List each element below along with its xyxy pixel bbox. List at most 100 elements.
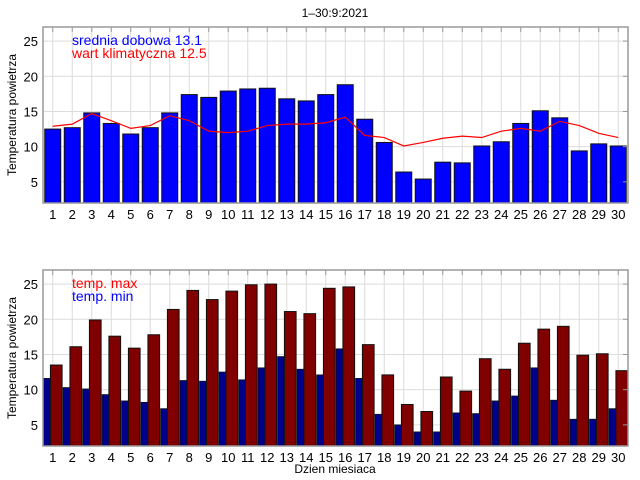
x-tick-label: 17 [358,450,372,465]
bar-srednia-dobowa [219,90,237,204]
x-tick-label: 13 [280,207,294,222]
x-tick-label: 7 [166,207,173,222]
legend-temp-max: temp. max [72,275,137,291]
x-axis-label: Dzien miesiaca [294,462,376,476]
x-tick-label: 1 [49,207,56,222]
bar-temp-min [199,380,208,447]
y-tick-label: 20 [24,312,38,327]
y-tick-label: 10 [24,383,38,398]
bar-temp-max [283,311,297,447]
bar-temp-max [361,344,375,447]
bar-temp-max [420,411,434,447]
bar-temp-max [186,289,200,447]
bar-temp-max [517,342,531,447]
x-tick-label: 16 [338,450,352,465]
bar-temp-max [166,308,180,447]
bar-temp-max [127,347,141,447]
bar-srednia-dobowa [44,128,62,204]
line-wart-klimatyczna [52,112,619,147]
x-tick-label: 15 [319,207,333,222]
y-tick-label: 10 [24,140,38,155]
bar-srednia-dobowa [83,112,101,204]
x-tick-label: 18 [377,450,391,465]
bar-temp-min [101,394,110,447]
x-tick-label: 28 [572,450,586,465]
x-tick-label: 9 [205,450,212,465]
bar-temp-max [400,403,414,447]
bar-temp-max [69,346,83,447]
x-tick-label: 13 [280,450,294,465]
bar-temp-max [439,376,453,447]
bar-temp-max [537,328,551,447]
top-chart-axes: 1 2 3 4 5 6 7 8 9 10 11 12 13 14 15 16 17 18 19 20 21 22 23 24 2… [24,26,629,222]
x-tick-label: 8 [186,450,193,465]
bar-temp-min [82,388,91,447]
bar-temp-max [498,368,512,447]
bar-temp-min [452,412,461,447]
bar-temp-max [88,319,102,447]
bottom-chart-axes: 1 2 3 4 5 6 7 8 9 10 11 12 13 14 15 16 17 18 19 20 21 22 23 24 2… [24,269,629,465]
bar-temp-min [257,367,266,447]
x-tick-label: 17 [358,207,372,222]
y-tick-label: 25 [24,34,38,49]
x-tick-label: 23 [475,450,489,465]
bar-srednia-dobowa [609,145,627,204]
bar-temp-min [296,368,305,447]
bottom-y-axis-label: Temperatura powietrza [5,297,19,419]
bar-srednia-dobowa [63,127,81,204]
bar-srednia-dobowa [180,94,198,204]
x-tick-label: 12 [260,207,274,222]
x-tick-label: 30 [611,450,625,465]
bar-srednia-dobowa [122,133,140,204]
x-tick-label: 4 [108,207,115,222]
bar-temp-max [615,370,629,447]
bar-temp-min [277,356,286,447]
axes-frame [42,269,629,447]
bar-srednia-dobowa [492,141,510,204]
y-tick-label: 15 [24,347,38,362]
bar-temp-min [160,408,169,447]
x-tick-label: 11 [241,450,255,465]
bar-srednia-dobowa [239,88,257,204]
bar-temp-min [316,374,325,447]
x-tick-label: 25 [514,207,528,222]
x-tick-label: 19 [397,450,411,465]
x-tick-label: 6 [147,450,154,465]
bar-srednia-dobowa [200,96,218,204]
y-tick-label: 5 [31,175,38,190]
bar-srednia-dobowa [278,98,296,204]
axes-frame [42,26,629,204]
bar-srednia-dobowa [453,162,471,204]
bar-temp-max [478,358,492,447]
bar-temp-min [550,399,559,447]
bar-temp-max [342,286,356,447]
bar-temp-min [433,431,442,447]
x-tick-label: 5 [127,207,134,222]
y-tick-label: 5 [31,418,38,433]
x-tick-label: 21 [436,450,450,465]
bar-temp-min [608,408,617,447]
bar-srednia-dobowa [512,122,530,204]
x-tick-label: 25 [514,450,528,465]
plot-area [43,27,628,203]
legend-wart-klimatyczna: wart klimatyczna 12.5 [71,45,207,61]
x-tick-label: 20 [416,207,430,222]
bar-temp-max [264,283,278,447]
x-tick-label: 20 [416,450,430,465]
x-tick-label: 16 [338,207,352,222]
x-tick-label: 30 [611,207,625,222]
bar-srednia-dobowa [297,100,315,204]
bar-srednia-dobowa [161,112,179,204]
x-tick-label: 3 [88,450,95,465]
bar-temp-min [374,413,383,447]
bar-temp-max [225,290,239,447]
bar-srednia-dobowa [336,84,354,204]
x-tick-label: 29 [592,207,606,222]
bar-srednia-dobowa [141,127,159,204]
bar-srednia-dobowa [551,117,569,204]
bar-temp-min [472,413,481,447]
bar-srednia-dobowa [356,118,374,204]
bar-temp-min [43,378,52,447]
x-tick-label: 11 [241,207,255,222]
